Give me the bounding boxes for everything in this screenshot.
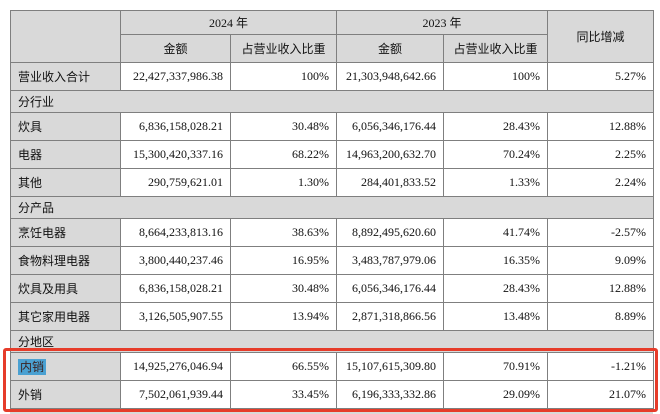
pct-2023: 70.24% (443, 140, 549, 169)
yoy-change: 9.09% (547, 246, 655, 275)
yoy-change: 8.89% (547, 302, 655, 331)
pct-2024: 38.63% (229, 218, 338, 247)
amount-2023-header: 金额 (336, 34, 445, 63)
pct-2023: 70.91% (443, 352, 549, 381)
yoy-change: -1.21% (547, 352, 655, 381)
pct-2024: 68.22% (229, 140, 338, 169)
yoy-change: 12.88% (547, 112, 655, 141)
row-label: 外销 (10, 380, 121, 409)
pct-2023: 16.35% (443, 246, 549, 275)
pct-2024: 66.55% (229, 352, 338, 381)
amount-2024: 3,800,440,237.46 (120, 246, 231, 275)
section-header-label: 分行业 (9, 90, 655, 113)
amount-2023: 15,107,615,309.80 (336, 352, 445, 381)
pct-2024: 16.95% (229, 246, 338, 275)
section-header-label: 分产品 (9, 196, 655, 219)
pct-2023: 100% (443, 62, 549, 91)
amount-2023: 3,483,787,979.06 (336, 246, 445, 275)
pct-2023: 29.09% (443, 380, 549, 409)
pct-2024: 33.45% (229, 380, 338, 409)
pct-2024: 30.48% (229, 274, 338, 303)
pct-2023: 41.74% (443, 218, 549, 247)
year-2023-header: 2023 年 (336, 10, 549, 35)
amount-2023: 21,303,948,642.66 (336, 62, 445, 91)
pct-2023: 28.43% (443, 112, 549, 141)
pct-2023: 1.33% (443, 168, 549, 197)
amount-2024: 15,300,420,337.16 (120, 140, 231, 169)
amount-2024: 7,502,061,939.44 (120, 380, 231, 409)
amount-2024: 14,925,276,046.94 (120, 352, 231, 381)
amount-2023: 6,196,333,332.86 (336, 380, 445, 409)
amount-2024: 3,126,505,907.55 (120, 302, 231, 331)
selected-text-highlight[interactable]: 内销 (18, 359, 47, 375)
row-label: 其他 (10, 168, 121, 197)
amount-2023: 6,056,346,176.44 (336, 112, 445, 141)
pct-2023: 28.43% (443, 274, 549, 303)
amount-2023: 284,401,833.52 (336, 168, 445, 197)
pct-2024: 1.30% (229, 168, 338, 197)
amount-2024-header: 金额 (120, 34, 231, 63)
section-header-label: 分地区 (9, 330, 655, 353)
yoy-change: 2.24% (547, 168, 655, 197)
amount-2024: 290,759,621.01 (120, 168, 231, 197)
yoy-change: 12.88% (547, 274, 655, 303)
row-label: 炊具 (10, 112, 121, 141)
amount-2023: 14,963,200,632.70 (336, 140, 445, 169)
amount-2023: 6,056,346,176.44 (336, 274, 445, 303)
row-label: 其它家用电器 (10, 302, 121, 331)
yoy-change: 5.27% (547, 62, 655, 91)
pct-2023: 13.48% (443, 302, 549, 331)
yoy-change-header: 同比增减 (547, 10, 655, 63)
pct-2024: 13.94% (229, 302, 338, 331)
row-label: 内销 (10, 352, 121, 381)
row-label: 营业收入合计 (10, 62, 121, 91)
amount-2023: 2,871,318,866.56 (336, 302, 445, 331)
corner-cell (10, 10, 121, 63)
year-2024-header: 2024 年 (119, 10, 338, 35)
row-label: 食物料理电器 (10, 246, 121, 275)
row-label: 炊具及用具 (10, 274, 121, 303)
yoy-change: -2.57% (547, 218, 655, 247)
pct-2024: 100% (229, 62, 338, 91)
pct-2023-header: 占营业收入比重 (443, 34, 549, 63)
amount-2024: 8,664,233,813.16 (120, 218, 231, 247)
pct-2024: 30.48% (229, 112, 338, 141)
revenue-breakdown-table: 2024 年 2023 年 同比增减 金额 占营业收入比重 金额 占营业收入比重… (9, 10, 655, 409)
row-label: 电器 (10, 140, 121, 169)
amount-2024: 22,427,337,986.38 (120, 62, 231, 91)
amount-2024: 6,836,158,028.21 (120, 274, 231, 303)
amount-2023: 8,892,495,620.60 (336, 218, 445, 247)
amount-2024: 6,836,158,028.21 (120, 112, 231, 141)
yoy-change: 21.07% (547, 380, 655, 409)
yoy-change: 2.25% (547, 140, 655, 169)
row-label: 烹饪电器 (10, 218, 121, 247)
pct-2024-header: 占营业收入比重 (229, 34, 338, 63)
